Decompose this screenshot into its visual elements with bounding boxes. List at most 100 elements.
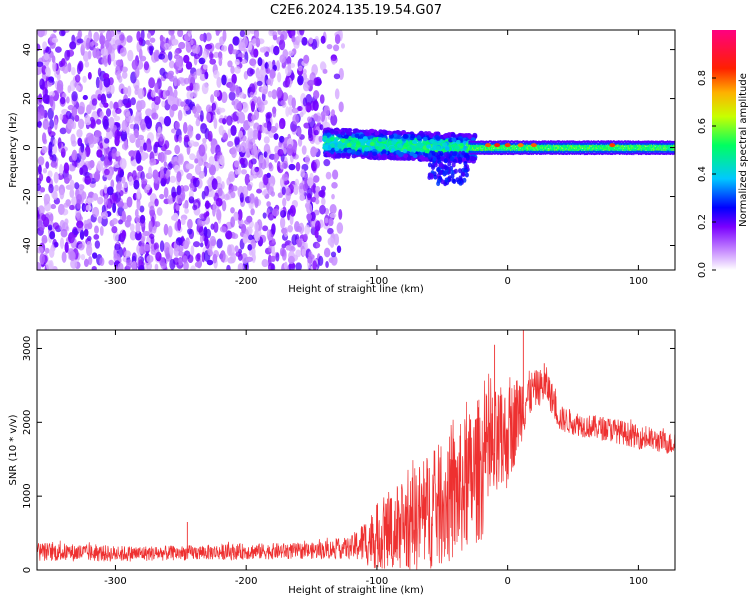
heatmap-cell (222, 30, 227, 42)
heatmap-cell (159, 193, 165, 200)
heatmap-cell (169, 245, 174, 256)
heatmap-cell (261, 259, 269, 268)
heatmap-cell (210, 189, 216, 198)
heatmap-cell (387, 130, 393, 136)
heatmap-cell (429, 173, 434, 179)
heatmap-cell (121, 71, 128, 79)
heatmap-cell (226, 264, 231, 270)
heatmap-cell (48, 183, 54, 194)
heatmap-cell (119, 47, 127, 57)
heatmap-cell (116, 181, 122, 190)
heatmap-cell (285, 187, 291, 196)
heatmap-cell (252, 129, 260, 140)
heatmap-cell (242, 102, 249, 113)
heatmap-cell (93, 31, 100, 43)
heatmap-cell (204, 185, 210, 197)
heatmap-cell (68, 165, 76, 172)
heatmap-cell (110, 50, 116, 62)
heatmap-cell (294, 178, 300, 187)
heatmap-cell (328, 218, 334, 227)
heatmap-cell (77, 30, 83, 39)
heatmap-cell (307, 176, 314, 187)
heatmap-cell (112, 202, 117, 214)
heatmap-cell (319, 204, 326, 215)
heatmap-cell (105, 39, 110, 49)
heatmap-cell (134, 230, 142, 241)
heatmap-cell (187, 228, 193, 235)
heatmap-cell (53, 138, 57, 145)
heatmap-cell (116, 131, 123, 137)
heatmap-cell (95, 76, 100, 89)
heatmap-cell (184, 208, 189, 214)
heatmap-cell (288, 50, 294, 57)
heatmap-cell (205, 104, 212, 113)
heatmap-cell (266, 78, 272, 86)
heatmap-cell (187, 124, 193, 137)
heatmap-cell (41, 234, 48, 244)
heatmap-cell (419, 154, 425, 160)
heatmap-cell (51, 55, 56, 63)
heatmap-cell (126, 196, 133, 208)
heatmap-cell (87, 222, 93, 230)
heatmap-cell (167, 51, 173, 61)
heatmap-cell (323, 144, 329, 149)
heatmap-cell (195, 68, 203, 76)
heatmap-cell (125, 111, 132, 122)
heatmap-cell (167, 194, 173, 205)
heatmap-cell (377, 147, 383, 152)
heatmap-cell (299, 194, 305, 202)
heatmap-cell (310, 146, 317, 158)
heatmap-cell (198, 144, 206, 157)
heatmap-cell (139, 214, 146, 224)
heatmap-cell (313, 175, 320, 183)
heatmap-cell (71, 67, 76, 76)
heatmap-cell (417, 142, 423, 148)
heatmap-cell (186, 90, 194, 100)
heatmap-cell (60, 228, 68, 238)
heatmap-cell (246, 215, 253, 223)
heatmap-cell (37, 218, 43, 228)
heatmap-cell (352, 138, 358, 143)
heatmap-cell (38, 164, 42, 175)
heatmap-cell (148, 77, 156, 89)
heatmap-cell (117, 99, 123, 108)
heatmap-cell (59, 127, 67, 135)
heatmap-cell (87, 197, 95, 203)
heatmap-cell (230, 125, 237, 136)
heatmap-cell (46, 260, 53, 270)
heatmap-cell (278, 39, 286, 51)
heatmap-cell (127, 49, 134, 62)
heatmap-cell (304, 224, 311, 235)
heatmap-cell (277, 30, 282, 35)
heatmap-cell (442, 142, 448, 147)
heatmap-cell (315, 242, 321, 248)
heatmap-cell (71, 149, 78, 162)
heatmap-cell (154, 82, 159, 93)
heatmap-cell (121, 230, 126, 239)
heatmap-cell (250, 114, 257, 121)
heatmap-cell (194, 112, 200, 118)
heatmap-cell (91, 40, 96, 46)
heatmap-cell (442, 133, 448, 138)
heatmap-cell (103, 195, 108, 207)
heatmap-cell (270, 126, 277, 134)
heatmap-cell (195, 119, 200, 127)
heatmap-cell (76, 198, 81, 210)
heatmap-marks (37, 30, 675, 270)
heatmap-cell (169, 258, 176, 270)
heatmap-cell (206, 259, 214, 266)
heatmap-cell (308, 37, 314, 44)
heatmap-cell (169, 30, 175, 35)
heatmap-cell (221, 200, 227, 212)
heatmap-cell (101, 211, 108, 220)
heatmap-cell (193, 89, 198, 99)
heatmap-cell (47, 126, 52, 135)
heatmap-cell (155, 251, 162, 262)
heatmap-cell (232, 36, 240, 46)
heatmap-cell (77, 118, 85, 130)
heatmap-cell (52, 30, 57, 33)
heatmap-cell (416, 147, 422, 152)
heatmap-cell (231, 73, 237, 85)
heatmap-cell (48, 76, 55, 83)
heatmap-cell (57, 173, 64, 180)
